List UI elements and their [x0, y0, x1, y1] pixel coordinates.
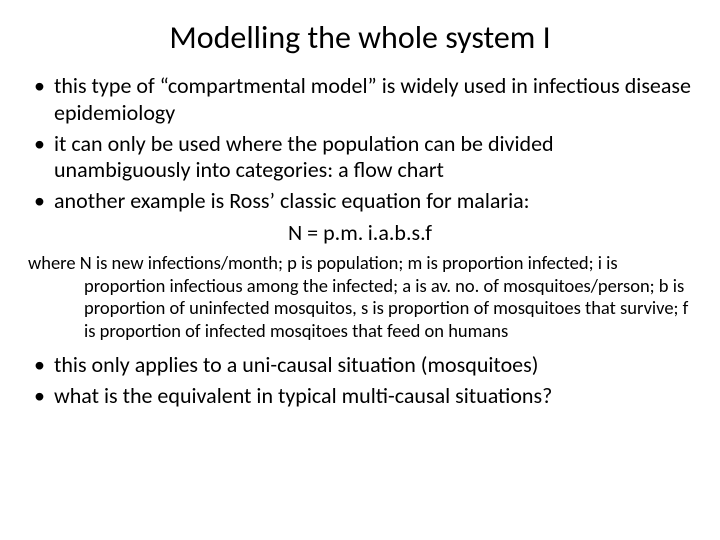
bullet-item: it can only be used where the population… — [28, 131, 692, 185]
bullet-item: another example is Ross’ classic equatio… — [28, 188, 692, 215]
slide-container: Modelling the whole system I this type o… — [0, 0, 720, 540]
where-paragraph: where N is new infections/month; p is po… — [28, 252, 692, 342]
bullet-item: this only applies to a uni-causal situat… — [28, 352, 692, 379]
bullet-item: what is the equivalent in typical multi-… — [28, 383, 692, 410]
equation-text: N = p.m. i.a.b.s.f — [28, 219, 692, 246]
bullet-list: this type of “compartmental model” is wi… — [28, 73, 692, 215]
bullet-list-2: this only applies to a uni-causal situat… — [28, 352, 692, 410]
slide-title: Modelling the whole system I — [28, 18, 692, 57]
bullet-item: this type of “compartmental model” is wi… — [28, 73, 692, 127]
